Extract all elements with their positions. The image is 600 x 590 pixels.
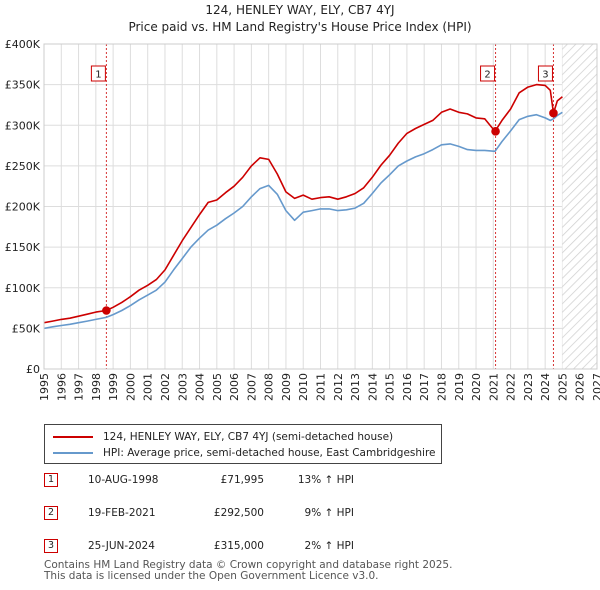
x-tick-label: 1999 xyxy=(107,373,120,401)
x-tick-label: 2025 xyxy=(556,373,569,401)
sale-row: 3 25-JUN-2024 £315,000 2% ↑ HPI xyxy=(44,539,464,555)
y-tick-label: £350K xyxy=(5,79,41,92)
sale-label-text: 3 xyxy=(542,70,548,81)
footer-copyright: Contains HM Land Registry data © Crown c… xyxy=(44,559,453,571)
y-tick-label: £200K xyxy=(5,201,41,214)
sale-number-badge: 1 xyxy=(44,473,58,487)
sale-label-box xyxy=(537,65,553,82)
sale-price: £292,500 xyxy=(213,507,264,519)
y-tick-label: £100K xyxy=(5,282,41,295)
x-tick-label: 1998 xyxy=(90,373,103,401)
x-tick-label: 2021 xyxy=(487,373,500,401)
plot-frame xyxy=(43,43,598,370)
x-tick-label: 2024 xyxy=(539,373,552,401)
x-tick-label: 2027 xyxy=(591,373,600,401)
y-tick-label: £400K xyxy=(5,38,41,51)
hpi-line xyxy=(44,111,563,330)
x-tick-label: 2014 xyxy=(366,373,379,401)
x-tick-label: 2000 xyxy=(124,373,137,401)
x-tick-label: 2007 xyxy=(245,373,258,401)
footer-licence: This data is licensed under the Open Gov… xyxy=(44,570,379,582)
sale-date: 25-JUN-2024 xyxy=(88,540,155,552)
x-tick-label: 2008 xyxy=(263,373,276,401)
x-tick-label: 2017 xyxy=(418,373,431,401)
legend-label-hpi: HPI: Average price, semi-detached house,… xyxy=(103,447,436,459)
legend-item-property: 124, HENLEY WAY, ELY, CB7 4YJ (semi-deta… xyxy=(53,430,393,444)
x-tick-label: 2016 xyxy=(401,373,414,401)
y-tick-label: £250K xyxy=(5,160,41,173)
x-tick-label: 2004 xyxy=(194,373,207,401)
sale-number-badge: 3 xyxy=(44,539,58,553)
sale-point xyxy=(491,127,500,136)
x-tick-label: 1997 xyxy=(73,373,86,401)
x-tick-label: 2018 xyxy=(435,373,448,401)
sale-row: 1 10-AUG-1998 £71,995 13% ↑ HPI xyxy=(44,473,464,489)
y-tick-label: £0 xyxy=(26,363,40,376)
x-tick-label: 2020 xyxy=(470,373,483,401)
sale-date: 10-AUG-1998 xyxy=(88,474,159,486)
x-tick-label: 2011 xyxy=(315,373,328,401)
x-tick-label: 2001 xyxy=(142,373,155,401)
sale-hpi-diff: 9% ↑ HPI xyxy=(304,507,354,519)
legend-item-hpi: HPI: Average price, semi-detached house,… xyxy=(53,446,436,460)
legend-label-property: 124, HENLEY WAY, ELY, CB7 4YJ (semi-deta… xyxy=(103,431,394,443)
x-tick-label: 2019 xyxy=(453,373,466,401)
footer-attribution: Contains HM Land Registry data © Crown c… xyxy=(44,560,452,582)
x-tick-label: 2026 xyxy=(574,373,587,401)
chart-legend: 124, HENLEY WAY, ELY, CB7 4YJ (semi-deta… xyxy=(44,424,442,464)
legend-swatch-property xyxy=(53,436,93,438)
y-tick-label: £50K xyxy=(12,322,41,335)
sale-label-box xyxy=(90,65,106,82)
x-tick-label: 2022 xyxy=(505,373,518,401)
sale-date: 19-FEB-2021 xyxy=(88,507,156,519)
sale-price: £315,000 xyxy=(213,540,264,552)
x-tick-label: 2015 xyxy=(384,373,397,401)
sale-point xyxy=(549,108,558,118)
x-tick-label: 2010 xyxy=(297,373,310,401)
x-tick-label: 2003 xyxy=(176,373,189,401)
chart-title-address: 124, HENLEY WAY, ELY, CB7 4YJ xyxy=(205,3,395,17)
chart-title-subtitle: Price paid vs. HM Land Registry's House … xyxy=(128,20,472,34)
x-tick-label: 2023 xyxy=(522,373,535,401)
price-chart: 1 2 3 £0 £50K £100K £150K £200K £250K £300K £350K… xyxy=(5,38,600,401)
sale-label-text: 1 xyxy=(95,70,101,81)
y-tick-label: £150K xyxy=(5,241,41,254)
x-tick-label: 2012 xyxy=(332,373,345,401)
x-tick-label: 2002 xyxy=(159,373,172,401)
sale-label-box xyxy=(480,65,496,82)
sale-label-text: 2 xyxy=(484,70,490,81)
legend-swatch-hpi xyxy=(53,452,93,454)
x-tick-label: 2005 xyxy=(211,373,224,401)
x-tick-label: 1996 xyxy=(55,373,68,401)
sale-price: £71,995 xyxy=(220,474,264,486)
sale-hpi-diff: 2% ↑ HPI xyxy=(304,540,354,552)
x-tick-label: 2013 xyxy=(349,373,362,401)
property-price-line xyxy=(44,83,563,324)
sale-hpi-diff: 13% ↑ HPI xyxy=(297,474,354,486)
x-tick-label: 1995 xyxy=(38,373,51,401)
y-tick-label: £300K xyxy=(5,119,41,132)
sale-point xyxy=(102,306,111,315)
sale-row: 2 19-FEB-2021 £292,500 9% ↑ HPI xyxy=(44,506,464,522)
x-tick-label: 2006 xyxy=(228,373,241,401)
x-tick-label: 2009 xyxy=(280,373,293,401)
forecast-region xyxy=(562,44,597,369)
sale-number-badge: 2 xyxy=(44,506,58,520)
